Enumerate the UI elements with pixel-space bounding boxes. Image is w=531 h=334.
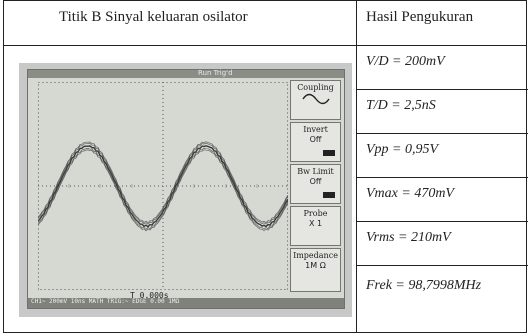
scope-status-bar: Run Trig'd bbox=[28, 69, 344, 78]
measurement-vdiv: V/D = 200mV bbox=[366, 54, 445, 69]
waveform-sweep bbox=[38, 145, 288, 228]
invert-menu-item[interactable]: Invert Off bbox=[290, 122, 341, 162]
waveform-trace bbox=[38, 141, 288, 232]
waveform-sweep bbox=[38, 149, 288, 232]
measurement-vmax: Vmax = 470mV bbox=[366, 186, 454, 201]
measurement-tdiv: T/D = 2,5nS bbox=[366, 98, 436, 113]
measurement-cell: Vrms = 210mV bbox=[357, 222, 528, 266]
impedance-menu-item[interactable]: Impedance 1M Ω bbox=[290, 248, 341, 292]
scope-bottom-label: CH1~ 200mV 10ns MATH TRIG:~ EDGE 0.00 1M… bbox=[31, 298, 180, 305]
waveform-grid bbox=[38, 82, 288, 290]
invert-label: Invert bbox=[303, 125, 328, 134]
scope-status-label: Run Trig'd bbox=[198, 69, 233, 77]
probe-label: Probe bbox=[303, 209, 328, 218]
measurement-cell: Frek = 98,7998MHz bbox=[357, 266, 528, 333]
measurement-cell: Vmax = 470mV bbox=[357, 178, 528, 222]
time-offset-readout: T 0.000s bbox=[130, 291, 169, 300]
measurement-cell: T/D = 2,5nS bbox=[357, 90, 528, 134]
toggle-indicator-icon bbox=[323, 192, 335, 198]
header-divider bbox=[4, 45, 526, 46]
measurement-frequency: Frek = 98,7998MHz bbox=[366, 278, 482, 293]
waveform-sweep bbox=[38, 142, 288, 225]
measurement-table: Titik B Sinyal keluaran osilator Hasil P… bbox=[3, 0, 528, 333]
invert-value: Off bbox=[309, 135, 322, 144]
waveform-sweep bbox=[38, 141, 288, 224]
header-signal-column: Titik B Sinyal keluaran osilator bbox=[59, 9, 248, 25]
measurement-vpp: Vpp = 0,95V bbox=[366, 142, 439, 157]
header-result-column: Hasil Pengukuran bbox=[366, 9, 474, 25]
toggle-indicator-icon bbox=[323, 150, 335, 156]
ac-wave-icon bbox=[301, 93, 330, 105]
oscilloscope-screen: Run Trig'd Coupling bbox=[27, 69, 345, 309]
coupling-menu-item[interactable]: Coupling bbox=[290, 80, 341, 120]
probe-menu-item[interactable]: Probe X 1 bbox=[290, 206, 341, 246]
probe-value: X 1 bbox=[308, 219, 323, 228]
measurement-cell: V/D = 200mV bbox=[357, 46, 528, 90]
bw-limit-value: Off bbox=[309, 177, 322, 186]
impedance-label: Impedance bbox=[293, 251, 338, 260]
measurement-cell: Vpp = 0,95V bbox=[357, 134, 528, 178]
column-divider bbox=[356, 1, 357, 332]
measurement-vrms: Vrms = 210mV bbox=[366, 230, 451, 245]
waveform-sweep bbox=[38, 147, 288, 230]
bw-limit-label: Bw Limit bbox=[297, 167, 334, 176]
oscilloscope-photo: Run Trig'd Coupling bbox=[19, 63, 352, 317]
impedance-value: 1M Ω bbox=[305, 261, 326, 270]
coupling-label: Coupling bbox=[297, 83, 334, 92]
scope-bottom-bar: CH1~ 200mV 10ns MATH TRIG:~ EDGE 0.00 1M… bbox=[28, 298, 344, 308]
channel-menu: Coupling Invert Off Bw Limit Off Probe bbox=[290, 80, 341, 294]
bw-limit-menu-item[interactable]: Bw Limit Off bbox=[290, 164, 341, 204]
